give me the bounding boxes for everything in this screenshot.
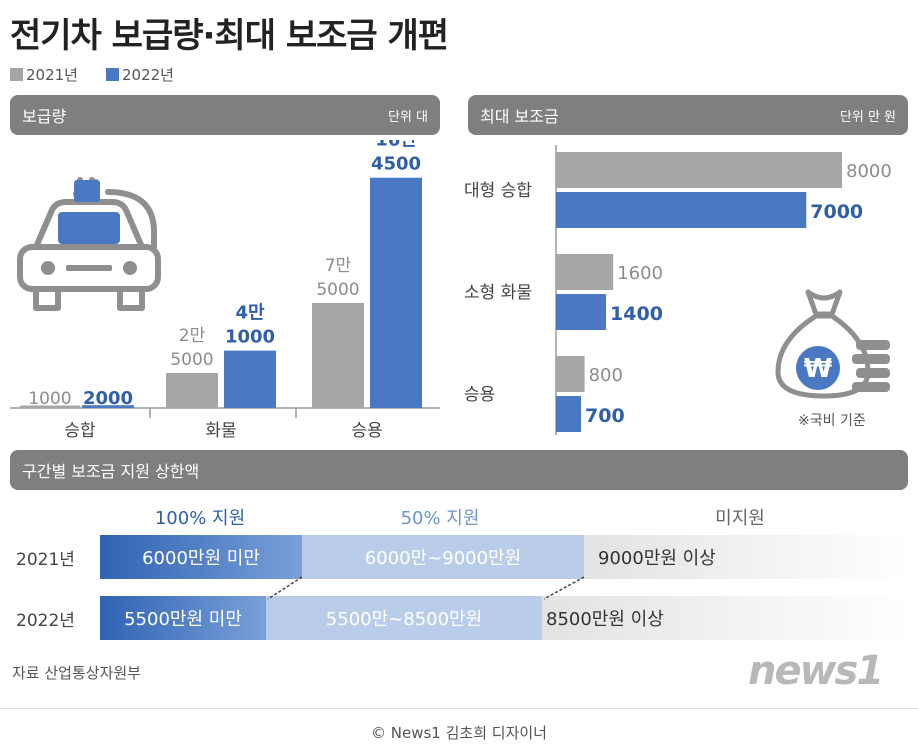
supply-bar-chart: 1000 2000 승합 2만 5000 4만 1000 화물 7만 5000 16만 4500 승용 [10, 140, 440, 441]
tier-header-half: 50% 지원 [400, 508, 480, 529]
data-label-2021: 7만 5000 [316, 256, 359, 300]
page-title: 전기차 보급량·최대 보조금 개편 [10, 16, 449, 56]
data-label-2022: 2000 [83, 388, 133, 409]
news1-logo: news1 [748, 648, 884, 694]
data-label-2022: 1400 [610, 303, 663, 325]
left-panel-title: 보급량 [22, 107, 67, 126]
tier-segment-none: 8500만원 이상 [542, 596, 908, 640]
legend-2021: 2021년 [10, 64, 78, 85]
bar-2022 [224, 350, 276, 408]
category-label: 대형 승합 [464, 181, 532, 201]
data-label-2021: 2만 5000 [170, 326, 213, 370]
tier-row-2022: 5500만원 미만 5500만~8500만원 8500만원 이상 [100, 596, 908, 640]
bar-2021 [556, 356, 585, 392]
data-label-2022: 700 [585, 405, 625, 427]
bar-2022 [556, 396, 582, 432]
subsidy-bar-chart: 8000 7000 대형 승합 1600 1400 소형 화물 800 700 승용 [464, 145, 892, 435]
legend-label-2021: 2021년 [26, 66, 78, 84]
data-label-2022: 16만 4500 [371, 140, 421, 175]
bar-2021 [312, 303, 364, 408]
money-bag-icon: ₩ [775, 289, 890, 399]
electric-car-icon [17, 177, 161, 311]
tier-shift-line [267, 576, 303, 600]
tier-shift-lines [267, 576, 585, 600]
footer-divider [0, 708, 918, 709]
category-label: 승합 [64, 421, 96, 441]
tier-segment-full: 5500만원 미만 [100, 596, 266, 640]
category-label: 소형 화물 [464, 283, 532, 303]
tier-header-full: 100% 지원 [154, 508, 246, 529]
tier-segment-half: 6000만~9000만원 [302, 535, 584, 579]
bar-2021 [556, 254, 614, 290]
bottom-panel-title: 구간별 보조금 지원 상한액 [22, 462, 200, 481]
bar-2021 [166, 373, 218, 408]
category-label: 승용 [351, 421, 382, 441]
right-panel-title: 최대 보조금 [480, 107, 559, 126]
bar-2021 [20, 405, 80, 408]
category-label: 승용 [464, 385, 495, 405]
legend-2022: 2022년 [106, 64, 174, 85]
left-panel-unit: 단위 대 [387, 109, 428, 125]
data-label-2021: 800 [589, 365, 623, 386]
left-panel-header: 보급량 단위 대 [10, 95, 440, 135]
legend-swatch-2022 [106, 68, 119, 81]
data-label-2022: 4만 1000 [225, 303, 275, 348]
right-panel-unit: 단위 만 원 [839, 109, 896, 125]
bottom-panel-header: 구간별 보조금 지원 상한액 [10, 450, 908, 490]
svg-text:₩: ₩ [804, 354, 833, 384]
tier-segment-none: 9000만원 이상 [584, 535, 908, 579]
right-panel-header: 최대 보조금 단위 만 원 [468, 95, 908, 135]
credit-text: © News1 김초희 디자이너 [371, 724, 547, 742]
source-text: 자료 산업통상자원부 [12, 664, 141, 682]
bar-2022 [556, 192, 807, 228]
legend-label-2022: 2022년 [122, 66, 174, 84]
subsidy-note: ※국비 기준 [798, 413, 866, 429]
legend-swatch-2021 [10, 68, 23, 81]
tier-segment-half: 5500만~8500만원 [266, 596, 542, 640]
bar-2022 [370, 177, 422, 408]
tier-shift-line [543, 576, 585, 600]
bar-2021 [556, 152, 842, 188]
data-label-2021: 8000 [846, 161, 892, 182]
tier-row-year: 2021년 [16, 550, 75, 570]
tier-segment-full: 6000만원 미만 [100, 535, 302, 579]
category-label: 화물 [205, 421, 236, 441]
tier-header-none: 미지원 [715, 508, 765, 529]
bar-2022 [556, 294, 607, 330]
data-label-2021: 1000 [28, 389, 71, 409]
tier-row-2021: 6000만원 미만 6000만~9000만원 9000만원 이상 [100, 535, 908, 579]
data-label-2022: 7000 [810, 201, 863, 223]
tier-row-year: 2022년 [16, 611, 75, 631]
data-label-2021: 1600 [617, 263, 663, 284]
bar-2022 [82, 405, 134, 408]
